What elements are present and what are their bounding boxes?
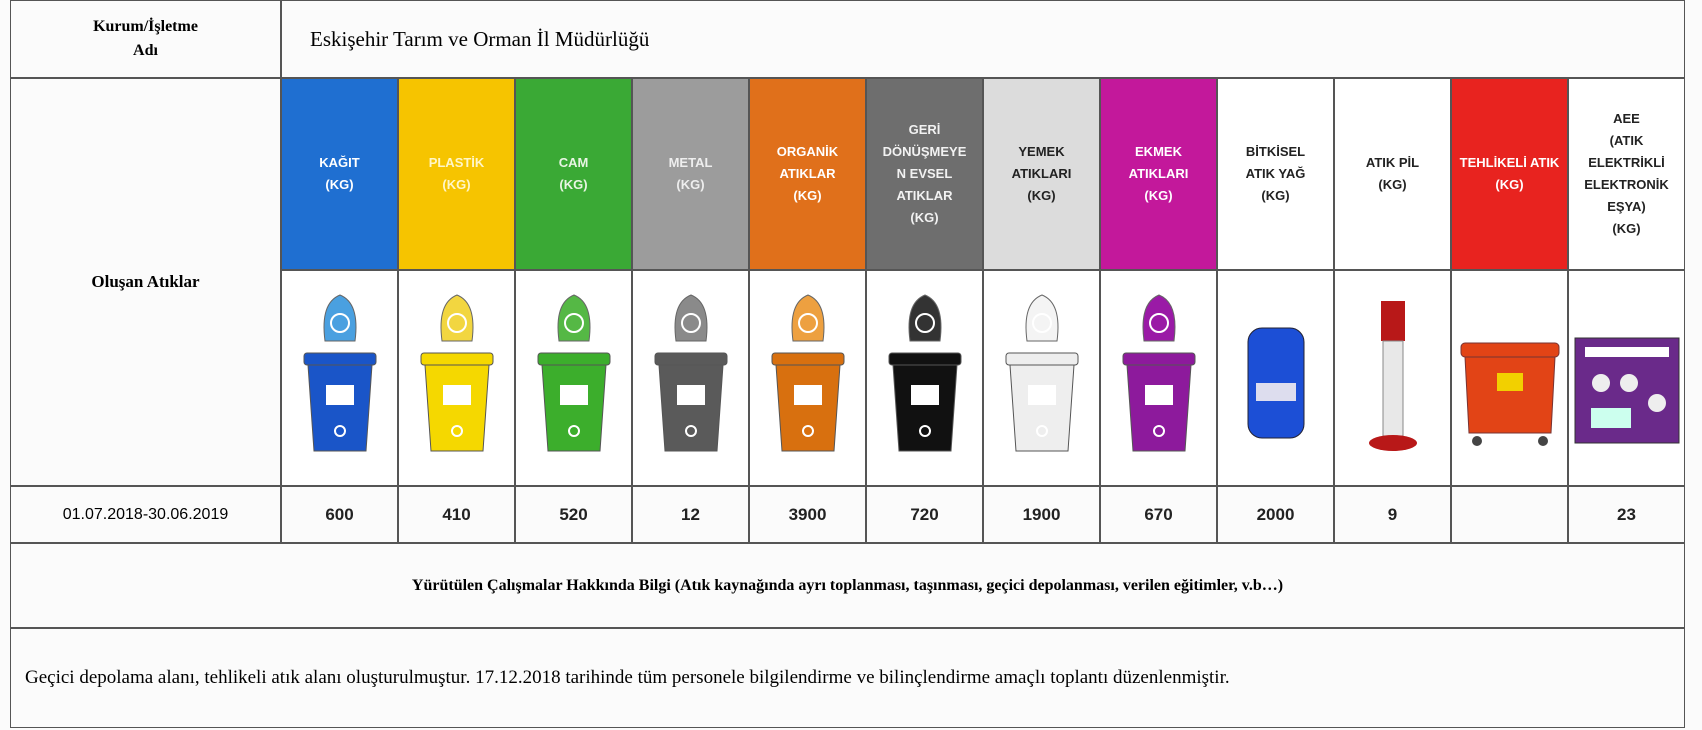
column-image bbox=[983, 270, 1100, 486]
e-waste-icon bbox=[1574, 337, 1679, 444]
header-name: Eskişehir Tarım ve Orman İl Müdürlüğü bbox=[281, 0, 1685, 78]
column-header: ORGANİK ATIKLAR (KG) bbox=[749, 78, 866, 270]
bin-icon bbox=[537, 294, 610, 452]
column-header: ATIK PİL (KG) bbox=[1334, 78, 1451, 270]
column-image bbox=[632, 270, 749, 486]
value: 720 bbox=[866, 486, 983, 543]
value: 520 bbox=[515, 486, 632, 543]
column-image bbox=[1100, 270, 1217, 486]
bin-icon bbox=[654, 294, 727, 452]
header-label: Kurum/İşletme Adı bbox=[10, 0, 281, 78]
column-header: GERİ DÖNÜŞMEYE N EVSEL ATIKLAR (KG) bbox=[866, 78, 983, 270]
bin-icon bbox=[888, 294, 961, 452]
bin-icon bbox=[771, 294, 844, 452]
column-image bbox=[866, 270, 983, 486]
column-image bbox=[398, 270, 515, 486]
column-header: YEMEK ATIKLARI (KG) bbox=[983, 78, 1100, 270]
value: 9 bbox=[1334, 486, 1451, 543]
bin-icon bbox=[420, 294, 493, 452]
period: 01.07.2018-30.06.2019 bbox=[10, 486, 281, 543]
column-header: TEHLİKELİ ATIK (KG) bbox=[1451, 78, 1568, 270]
column-header: PLASTİK (KG) bbox=[398, 78, 515, 270]
column-image bbox=[281, 270, 398, 486]
container-icon bbox=[1460, 342, 1559, 446]
info-title: Yürütülen Çalışmalar Hakkında Bilgi (Atı… bbox=[10, 543, 1685, 628]
column-image bbox=[1568, 270, 1685, 486]
column-image bbox=[515, 270, 632, 486]
value: 600 bbox=[281, 486, 398, 543]
value bbox=[1451, 486, 1568, 543]
column-header: KAĞIT (KG) bbox=[281, 78, 398, 270]
value: 670 bbox=[1100, 486, 1217, 543]
bin-icon bbox=[1122, 294, 1195, 452]
value: 2000 bbox=[1217, 486, 1334, 543]
value: 12 bbox=[632, 486, 749, 543]
bin-icon bbox=[303, 294, 376, 452]
value: 23 bbox=[1568, 486, 1685, 543]
bin-icon bbox=[1005, 294, 1078, 452]
value: 1900 bbox=[983, 486, 1100, 543]
info-text: Geçici depolama alanı, tehlikeli atık al… bbox=[10, 628, 1685, 728]
column-header: EKMEK ATIKLARI (KG) bbox=[1100, 78, 1217, 270]
barrel-icon bbox=[1247, 327, 1304, 439]
column-image bbox=[749, 270, 866, 486]
column-image bbox=[1451, 270, 1568, 486]
column-image bbox=[1334, 270, 1451, 486]
column-header: METAL (KG) bbox=[632, 78, 749, 270]
column-header: BİTKİSEL ATIK YAĞ (KG) bbox=[1217, 78, 1334, 270]
value: 3900 bbox=[749, 486, 866, 543]
row-label: Oluşan Atıklar bbox=[10, 78, 281, 486]
value: 410 bbox=[398, 486, 515, 543]
column-header: CAM (KG) bbox=[515, 78, 632, 270]
column-image bbox=[1217, 270, 1334, 486]
column-header: AEE (ATIK ELEKTRİKLİ ELEKTRONİK EŞYA) (K… bbox=[1568, 78, 1685, 270]
battery-box-icon bbox=[1368, 301, 1417, 451]
